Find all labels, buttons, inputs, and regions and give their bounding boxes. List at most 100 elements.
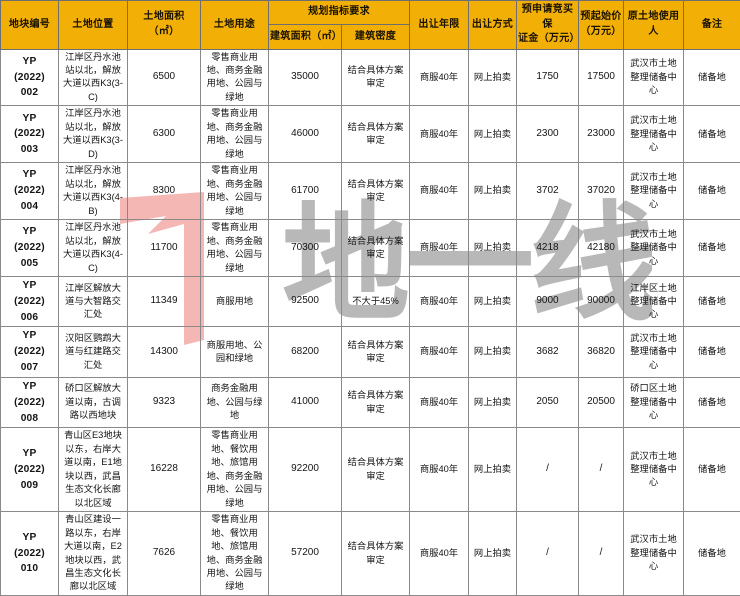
col-header-bid-deposit-unit: 证金（万元） xyxy=(518,32,577,47)
col-header-transfer-method: 出让方式 xyxy=(469,1,517,50)
cell-building-area: 68200 xyxy=(269,327,342,377)
cell-original-user: 武汉市土地整理储备中心 xyxy=(624,327,684,377)
col-header-start-price-main: 预起始价 xyxy=(580,11,621,22)
cell-land-use: 零售商业用地、商务金融用地、公园与绿地 xyxy=(201,49,269,106)
cell-land-use: 零售商业用地、商务金融用地、公园与绿地 xyxy=(201,106,269,163)
cell-land-use: 零售商业用地、商务金融用地、公园与绿地 xyxy=(201,220,269,277)
cell-transfer-method: 网上拍卖 xyxy=(469,327,517,377)
cell-bid-deposit: 3682 xyxy=(517,327,579,377)
cell-building-density: 结合具体方案审定 xyxy=(342,377,410,427)
cell-building-area: 46000 xyxy=(269,106,342,163)
cell-land-area: 11700 xyxy=(128,220,201,277)
cell-start-price: 20500 xyxy=(579,377,624,427)
cell-land-use: 商服用地、公园和绿地 xyxy=(201,327,269,377)
cell-building-area: 92500 xyxy=(269,277,342,327)
cell-building-area: 70300 xyxy=(269,220,342,277)
col-header-parcel-code: 地块编号 xyxy=(1,1,59,50)
cell-land-use: 商务金融用地、公园与绿地 xyxy=(201,377,269,427)
cell-transfer-method: 网上拍卖 xyxy=(469,220,517,277)
cell-land-area: 16228 xyxy=(128,428,201,512)
col-header-start-price-unit: （万元） xyxy=(580,25,622,40)
cell-remark: 储备地 xyxy=(684,106,740,163)
cell-bid-deposit: 1750 xyxy=(517,49,579,106)
cell-bid-deposit: 9000 xyxy=(517,277,579,327)
cell-transfer-term: 商服40年 xyxy=(410,106,469,163)
cell-parcel-code: YP(2022)004 xyxy=(1,163,59,220)
cell-transfer-term: 商服40年 xyxy=(410,377,469,427)
cell-remark: 储备地 xyxy=(684,163,740,220)
col-header-start-price: 预起始价 （万元） xyxy=(579,1,624,50)
cell-land-use: 商服用地 xyxy=(201,277,269,327)
cell-building-density: 结合具体方案审定 xyxy=(342,49,410,106)
cell-start-price: / xyxy=(579,428,624,512)
cell-bid-deposit: 3702 xyxy=(517,163,579,220)
cell-building-density: 不大于45% xyxy=(342,277,410,327)
col-header-bid-deposit: 预申请竞买保 证金（万元） xyxy=(517,1,579,50)
cell-transfer-term: 商服40年 xyxy=(410,220,469,277)
cell-original-user: 武汉市土地整理储备中心 xyxy=(624,106,684,163)
cell-start-price: 90000 xyxy=(579,277,624,327)
cell-bid-deposit: 2300 xyxy=(517,106,579,163)
cell-original-user: 硚口区土地整理储备中心 xyxy=(624,377,684,427)
cell-location: 江岸区丹水池站以北，解放大道以西K3(4-B) xyxy=(59,163,128,220)
col-header-bid-deposit-main: 预申请竞买保 xyxy=(522,4,574,30)
cell-parcel-code: YP(2022)009 xyxy=(1,428,59,512)
cell-parcel-code: YP(2022)007 xyxy=(1,327,59,377)
cell-bid-deposit: 2050 xyxy=(517,377,579,427)
cell-original-user: 武汉市土地整理储备中心 xyxy=(624,428,684,512)
land-parcel-table-sheet: 地一线 地块编号 土地位置 土地面积 （㎡） 土地用途 规划指标要求 出让年限 … xyxy=(0,0,740,554)
cell-remark: 储备地 xyxy=(684,277,740,327)
cell-location: 江岸区丹水池站以北，解放大道以西K3(3-D) xyxy=(59,106,128,163)
cell-land-area: 9323 xyxy=(128,377,201,427)
cell-building-area: 41000 xyxy=(269,377,342,427)
cell-transfer-method: 网上拍卖 xyxy=(469,277,517,327)
col-header-land-area: 土地面积 （㎡） xyxy=(128,1,201,50)
header-row-primary: 地块编号 土地位置 土地面积 （㎡） 土地用途 规划指标要求 出让年限 出让方式… xyxy=(1,1,740,25)
cell-remark: 储备地 xyxy=(684,220,740,277)
cell-location: 汉阳区鹦鹉大道与红建路交汇处 xyxy=(59,327,128,377)
col-header-land-area-unit: （㎡） xyxy=(129,25,199,40)
cell-land-area: 11349 xyxy=(128,277,201,327)
cell-bid-deposit: 4218 xyxy=(517,220,579,277)
col-header-planning-requirements: 规划指标要求 xyxy=(269,1,410,25)
cell-location: 江岸区丹水池站以北，解放大道以西K3(3-C) xyxy=(59,49,128,106)
cell-location: 江岸区解放大道与大智路交汇处 xyxy=(59,277,128,327)
cell-remark: 储备地 xyxy=(684,428,740,512)
cell-building-density: 结合具体方案审定 xyxy=(342,327,410,377)
cell-land-area: 6300 xyxy=(128,106,201,163)
cell-location: 硚口区解放大道以南，古调路以西地块 xyxy=(59,377,128,427)
cell-remark: 储备地 xyxy=(684,49,740,106)
cell-building-density: 结合具体方案审定 xyxy=(342,163,410,220)
col-header-building-area: 建筑面积（㎡） xyxy=(269,25,342,49)
cell-start-price: 42180 xyxy=(579,220,624,277)
col-header-land-area-main: 土地面积 xyxy=(143,11,184,22)
cell-original-user: 武汉市土地整理储备中心 xyxy=(624,220,684,277)
cell-original-user: 武汉市土地整理储备中心 xyxy=(624,163,684,220)
cell-parcel-code: YP(2022)005 xyxy=(1,220,59,277)
cell-start-price: 23000 xyxy=(579,106,624,163)
cell-building-area: 35000 xyxy=(269,49,342,106)
col-header-land-use: 土地用途 xyxy=(201,1,269,50)
cell-original-user: 武汉市土地整理储备中心 xyxy=(624,49,684,106)
cell-land-use: 零售商业用地、商务金融用地、公园与绿地 xyxy=(201,163,269,220)
cell-transfer-term: 商服40年 xyxy=(410,428,469,512)
cell-transfer-method: 网上拍卖 xyxy=(469,428,517,512)
cell-building-area: 61700 xyxy=(269,163,342,220)
col-header-original-user-cont: 人 xyxy=(625,25,682,40)
cell-land-area: 6500 xyxy=(128,49,201,106)
cell-parcel-code: YP(2022)002 xyxy=(1,49,59,106)
cell-transfer-method: 网上拍卖 xyxy=(469,49,517,106)
cell-transfer-term: 商服40年 xyxy=(410,277,469,327)
col-header-transfer-term: 出让年限 xyxy=(410,1,469,50)
cell-transfer-method: 网上拍卖 xyxy=(469,377,517,427)
col-header-remark: 备注 xyxy=(684,1,740,50)
cell-start-price: 17500 xyxy=(579,49,624,106)
